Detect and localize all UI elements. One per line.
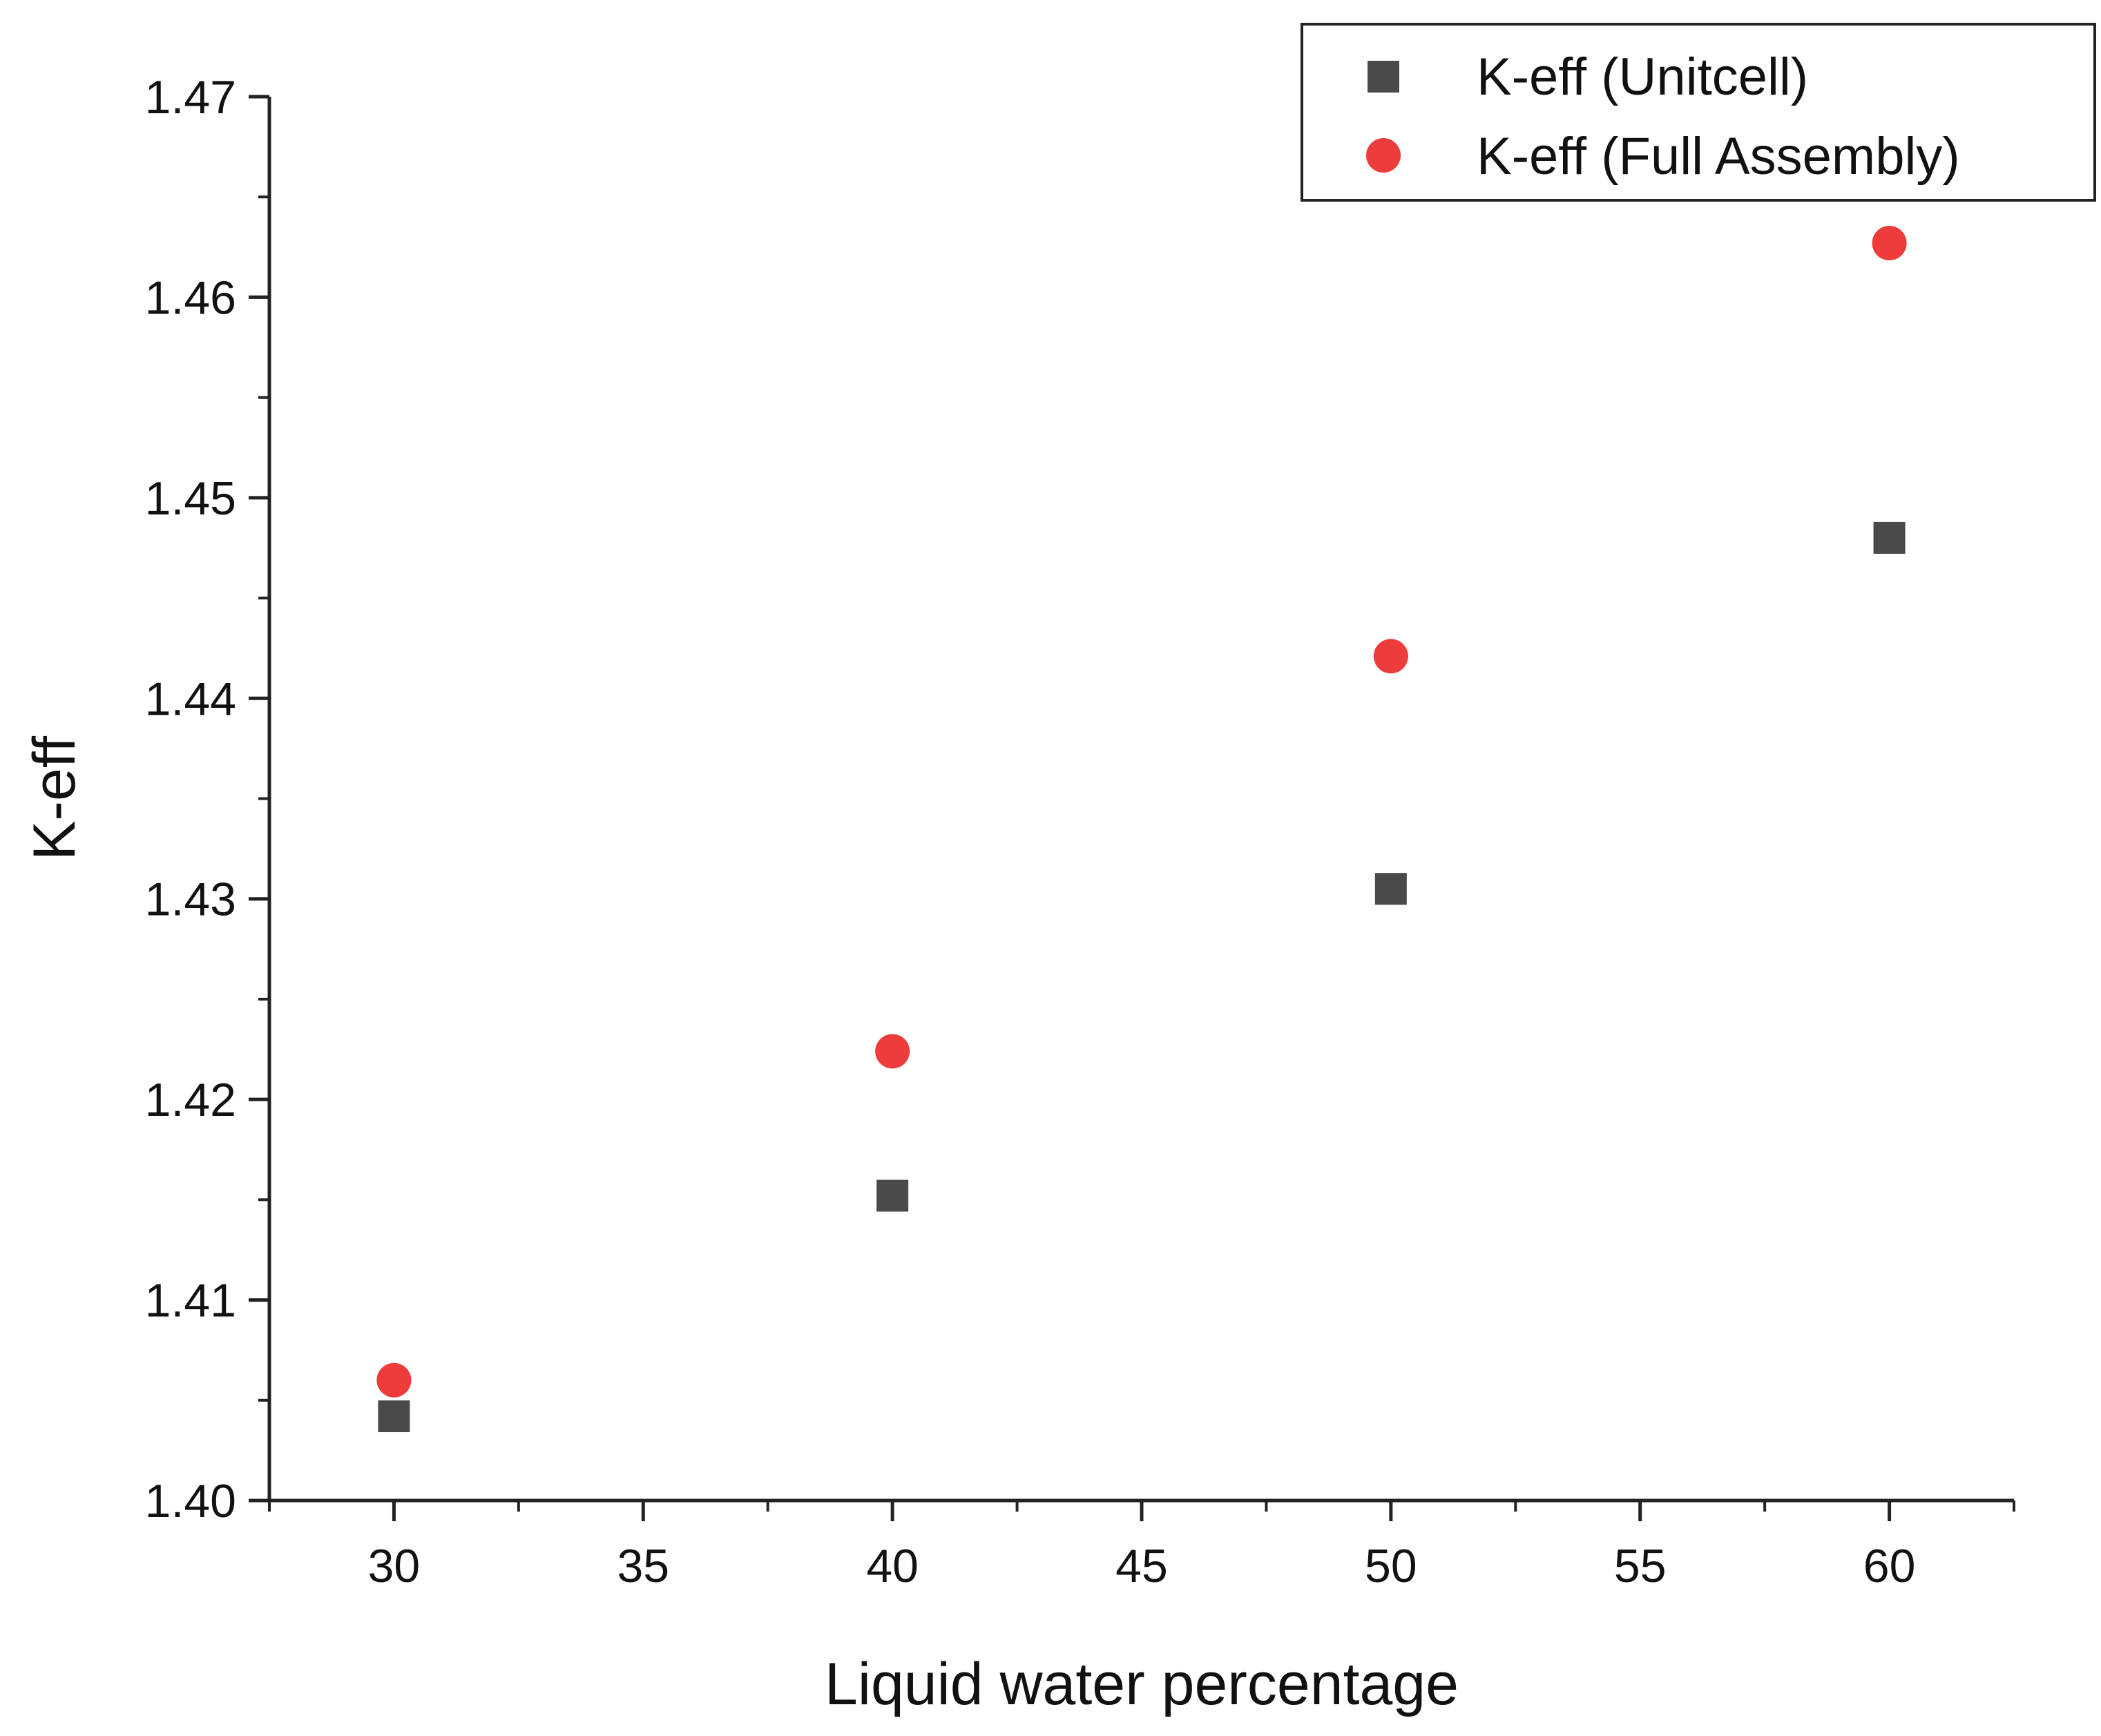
y-tick-label: 1.47: [145, 71, 236, 124]
legend-marker-unitcell: [1368, 61, 1399, 93]
legend-box: [1301, 23, 2096, 202]
legend-label-full-assembly: K-eff (Full Assembly): [1477, 127, 1960, 186]
y-axis-title: K-eff: [21, 735, 88, 860]
x-tick-label: 30: [368, 1540, 421, 1592]
y-tick-label: 1.44: [145, 673, 236, 725]
legend: K-eff (Unitcell) K-eff (Full Assembly): [1301, 23, 2096, 202]
x-tick-label: 45: [1115, 1540, 1168, 1592]
tick-labels: 1.40 1.41 1.42 1.43 1.44 1.45 1.46 1.47 30 35 40 45…: [145, 71, 1916, 1592]
series-unitcell: [378, 521, 1906, 1433]
ticks: [249, 95, 2015, 1521]
x-tick-label: 55: [1614, 1540, 1667, 1592]
y-tick-label: 1.46: [145, 271, 236, 324]
y-tick-label: 1.42: [145, 1074, 236, 1126]
y-tick-label: 1.40: [145, 1475, 236, 1527]
y-tick-label: 1.45: [145, 472, 236, 525]
x-tick-label: 60: [1863, 1540, 1916, 1592]
data-points: [376, 226, 1907, 1433]
legend-label-unitcell: K-eff (Unitcell): [1477, 48, 1808, 106]
y-tick-label: 1.41: [145, 1275, 236, 1327]
x-axis-title: Liquid water percentage: [825, 1651, 1459, 1717]
series-full-assembly: [376, 226, 1907, 1398]
x-tick-label: 35: [617, 1540, 669, 1592]
full-assembly-point: [1373, 639, 1408, 674]
x-tick-label: 50: [1365, 1540, 1417, 1592]
y-tick-label: 1.43: [145, 874, 236, 926]
full-assembly-point: [1872, 226, 1907, 261]
unitcell-point: [378, 1400, 410, 1433]
unitcell-point: [1374, 873, 1407, 905]
legend-marker-full-assembly: [1366, 138, 1401, 173]
unitcell-point: [1873, 521, 1906, 554]
full-assembly-point: [376, 1362, 412, 1398]
x-tick-label: 40: [866, 1540, 919, 1592]
unitcell-point: [876, 1179, 909, 1212]
full-assembly-point: [875, 1034, 910, 1069]
